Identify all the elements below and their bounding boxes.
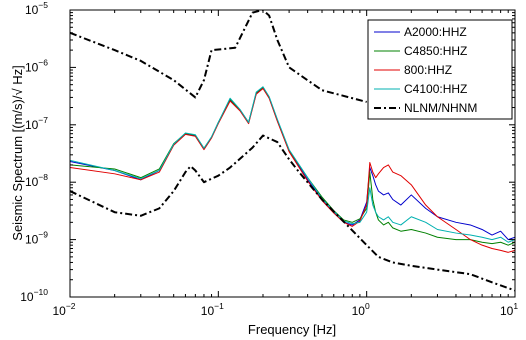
y-tick-label-5-exponent: −5 bbox=[38, 0, 48, 10]
y-tick-label-3: 10−7 bbox=[25, 115, 48, 132]
x-tick-label-3-base: 10 bbox=[500, 304, 514, 318]
y-tick-label-4: 10−6 bbox=[25, 57, 48, 74]
x-tick-label-0-exponent: −2 bbox=[66, 301, 76, 311]
y-tick-label-4-base: 10 bbox=[25, 60, 39, 74]
y-tick-label-0-exponent: −10 bbox=[34, 287, 49, 297]
y-tick-label-0-base: 10 bbox=[20, 290, 34, 304]
tick-layer bbox=[69, 9, 516, 298]
legend-label-2: 800:HHZ bbox=[404, 63, 452, 77]
y-tick-label-0: 10−10 bbox=[20, 287, 48, 304]
x-tick-label-3: 101 bbox=[500, 301, 518, 318]
x-tick-label-0-base: 10 bbox=[52, 304, 66, 318]
y-tick-label-3-exponent: −7 bbox=[38, 115, 48, 125]
x-tick-label-2: 100 bbox=[352, 301, 370, 318]
series-line-4-1 bbox=[70, 10, 367, 103]
plot-frame bbox=[69, 9, 516, 298]
x-tick-label-1: 10−1 bbox=[201, 301, 224, 318]
x-tick-label-2-base: 10 bbox=[352, 304, 366, 318]
x-tick-label-3-exponent: 1 bbox=[513, 301, 518, 311]
y-tick-label-5-base: 10 bbox=[25, 3, 39, 17]
legend-label-1: C4850:HHZ bbox=[404, 44, 467, 58]
y-tick-label-2-exponent: −8 bbox=[38, 172, 48, 182]
legend-label-3: C4100:HHZ bbox=[404, 82, 467, 96]
legend: A2000:HHZ C4850:HHZ 800:HHZ C4100:HHZ NLNM/N… bbox=[367, 19, 513, 120]
x-tick-label-1-exponent: −1 bbox=[214, 301, 224, 311]
data-layer bbox=[70, 10, 515, 292]
legend-label-0: A2000:HHZ bbox=[404, 25, 467, 39]
y-tick-label-2-base: 10 bbox=[25, 175, 39, 189]
y-tick-label-2: 10−8 bbox=[25, 172, 48, 189]
series-line-4-0 bbox=[70, 134, 515, 292]
x-tick-label-1-base: 10 bbox=[201, 304, 215, 318]
x-tick-label-0: 10−2 bbox=[52, 301, 75, 318]
y-tick-label-1-exponent: −9 bbox=[38, 230, 48, 240]
y-tick-label-1-base: 10 bbox=[25, 233, 39, 247]
x-axis-label: Frequency [Hz] bbox=[248, 322, 336, 337]
y-axis-label: Seismic Spectrum [(m/s)/√ Hz] bbox=[10, 65, 25, 240]
y-tick-label-1: 10−9 bbox=[25, 230, 48, 247]
y-tick-label-4-exponent: −6 bbox=[38, 57, 48, 67]
x-tick-label-2-exponent: 0 bbox=[365, 301, 370, 311]
y-tick-label-3-base: 10 bbox=[25, 118, 39, 132]
y-tick-label-5: 10−5 bbox=[25, 0, 48, 17]
legend-label-4: NLNM/NHNM bbox=[404, 101, 477, 115]
